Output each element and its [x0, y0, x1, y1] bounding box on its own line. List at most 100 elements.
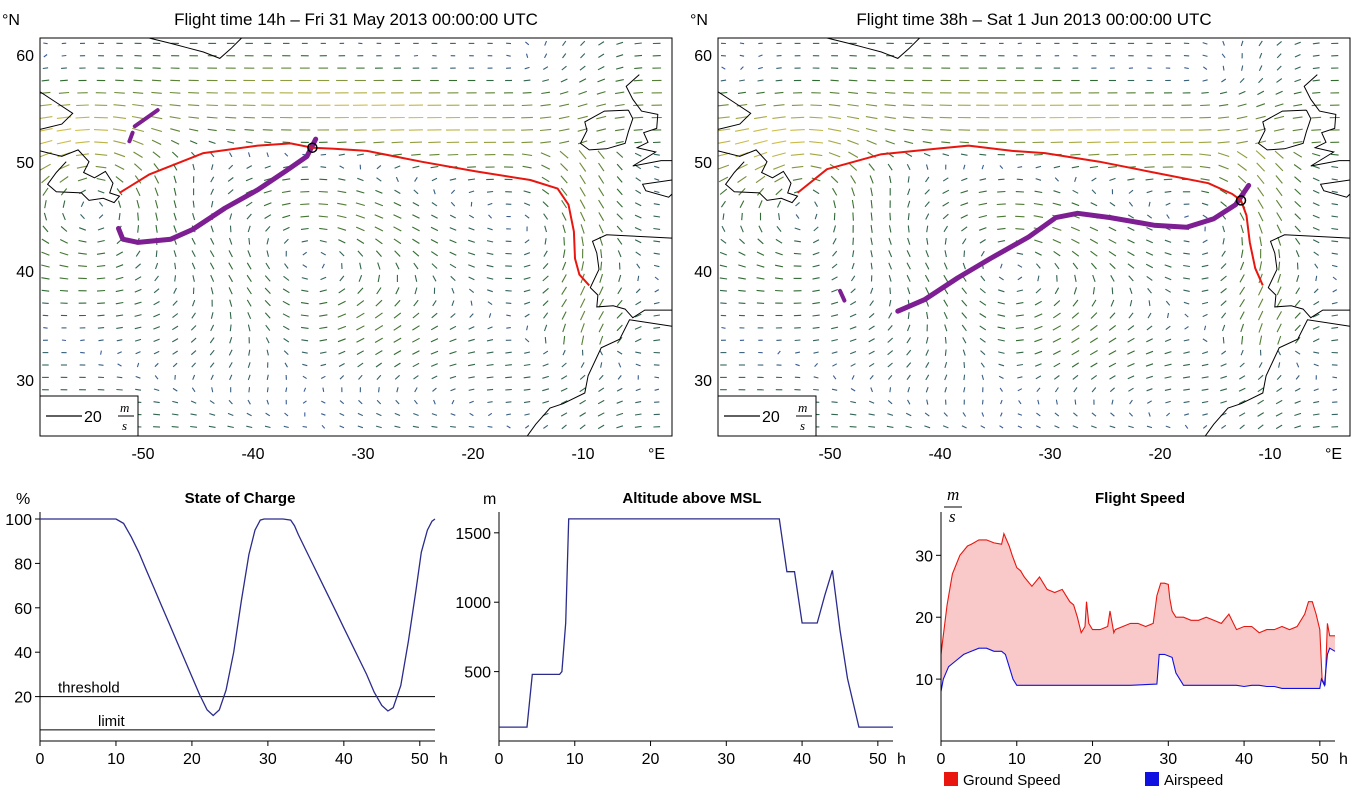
- wind-vector: [1089, 226, 1099, 232]
- wind-vector: [828, 116, 841, 120]
- wind-vector: [1221, 78, 1227, 83]
- wind-vector: [633, 116, 644, 119]
- wind-vector: [1200, 104, 1210, 107]
- wind-vector: [523, 276, 531, 280]
- wind-vector: [523, 190, 531, 194]
- wind-vector: [524, 351, 531, 354]
- wind-vector: [412, 202, 420, 207]
- wind-vector: [544, 53, 548, 59]
- wind-vector: [153, 163, 160, 171]
- wind-vector: [61, 67, 67, 69]
- wind-vector: [210, 188, 214, 195]
- wind-vector: [1107, 166, 1117, 169]
- wind-vector: [357, 362, 364, 368]
- wind-vector: [1312, 239, 1320, 244]
- wind-vector: [1312, 425, 1320, 428]
- wind-vector: [190, 425, 198, 428]
- wind-vector: [430, 251, 439, 257]
- wind-vector: [1258, 286, 1264, 296]
- wind-vector: [1332, 276, 1337, 281]
- wind-vector: [775, 289, 784, 292]
- wind-vector: [1312, 338, 1320, 343]
- wind-vector: [487, 202, 493, 206]
- wind-vector: [905, 412, 912, 417]
- wind-vector: [598, 323, 604, 333]
- wind-vector: [1015, 215, 1025, 218]
- wind-vector: [654, 388, 660, 391]
- wind-vector: [301, 326, 309, 329]
- wind-vector: [577, 128, 588, 132]
- wind-vector: [191, 387, 196, 393]
- wind-vector: [849, 163, 858, 171]
- wind-vector: [358, 374, 363, 380]
- wind-vector: [209, 413, 216, 416]
- wind-vector: [1016, 363, 1023, 367]
- wind-vector: [758, 54, 763, 58]
- wind-vector: [246, 274, 252, 283]
- wind-vector: [907, 225, 910, 233]
- wind-vector: [1241, 237, 1243, 246]
- wind-vector: [1295, 287, 1301, 295]
- wind-vector: [832, 238, 837, 245]
- wind-vector: [795, 214, 800, 219]
- map-2-lat-unit: °N: [690, 12, 708, 29]
- soc-x-tick-label: 30: [259, 751, 277, 768]
- wind-vector: [1236, 150, 1248, 159]
- wind-vector: [487, 401, 493, 404]
- wind-vector: [1090, 202, 1098, 207]
- wind-vector: [888, 237, 892, 245]
- wind-vector: [1068, 141, 1082, 144]
- wind-vector: [506, 314, 511, 317]
- wind-vector: [653, 215, 661, 218]
- wind-vector: [721, 326, 726, 329]
- wind-vector: [634, 214, 642, 219]
- wind-vector: [884, 128, 896, 132]
- wind-vector: [266, 349, 269, 356]
- wind-vector: [756, 302, 765, 304]
- wind-vector: [449, 239, 457, 244]
- wind-vector: [885, 140, 895, 145]
- flight-trajectory: [118, 142, 590, 287]
- wind-vector: [653, 240, 661, 243]
- wind-vector: [1312, 313, 1320, 318]
- wind-vector: [1183, 363, 1190, 367]
- wind-vector: [1108, 324, 1117, 331]
- wind-vector: [653, 153, 660, 156]
- wind-vector: [1257, 199, 1264, 209]
- wind-vector: [1222, 225, 1226, 233]
- wind-vector: [1331, 326, 1339, 329]
- wind-vector: [97, 190, 105, 194]
- wind-vector: [173, 225, 177, 233]
- wind-vector: [188, 92, 200, 94]
- wind-vector: [1127, 375, 1135, 380]
- wind-vector: [942, 189, 950, 194]
- wind-vector: [374, 226, 384, 232]
- wind-vector: [395, 399, 400, 405]
- wind-vector: [150, 103, 163, 107]
- wind-vector: [339, 425, 345, 429]
- wind-vector: [150, 115, 163, 120]
- wind-vector: [926, 311, 929, 320]
- wind-vector: [813, 226, 819, 232]
- wind-vector: [282, 214, 291, 219]
- wind-vector: [772, 152, 786, 158]
- wind-vector: [616, 151, 624, 158]
- wind-vector: [375, 299, 383, 307]
- wind-vector: [1017, 425, 1023, 429]
- wind-vector: [944, 374, 948, 381]
- map-2-lon-tick: -40: [928, 446, 951, 463]
- wind-vector: [887, 413, 894, 416]
- wind-vector: [776, 67, 782, 69]
- wind-vector: [1331, 252, 1338, 255]
- wind-vector: [414, 274, 418, 282]
- wind-vector: [1054, 412, 1060, 417]
- wind-vector: [393, 312, 402, 319]
- wind-vector: [616, 225, 623, 233]
- wind-vector: [813, 351, 819, 354]
- wind-vector: [468, 425, 475, 428]
- wind-vector: [116, 326, 123, 329]
- wind-vector: [44, 200, 47, 209]
- map-2-lat-tick: 60: [694, 48, 712, 65]
- map-1-lon-tick: -30: [351, 446, 374, 463]
- wind-vector: [1218, 116, 1230, 119]
